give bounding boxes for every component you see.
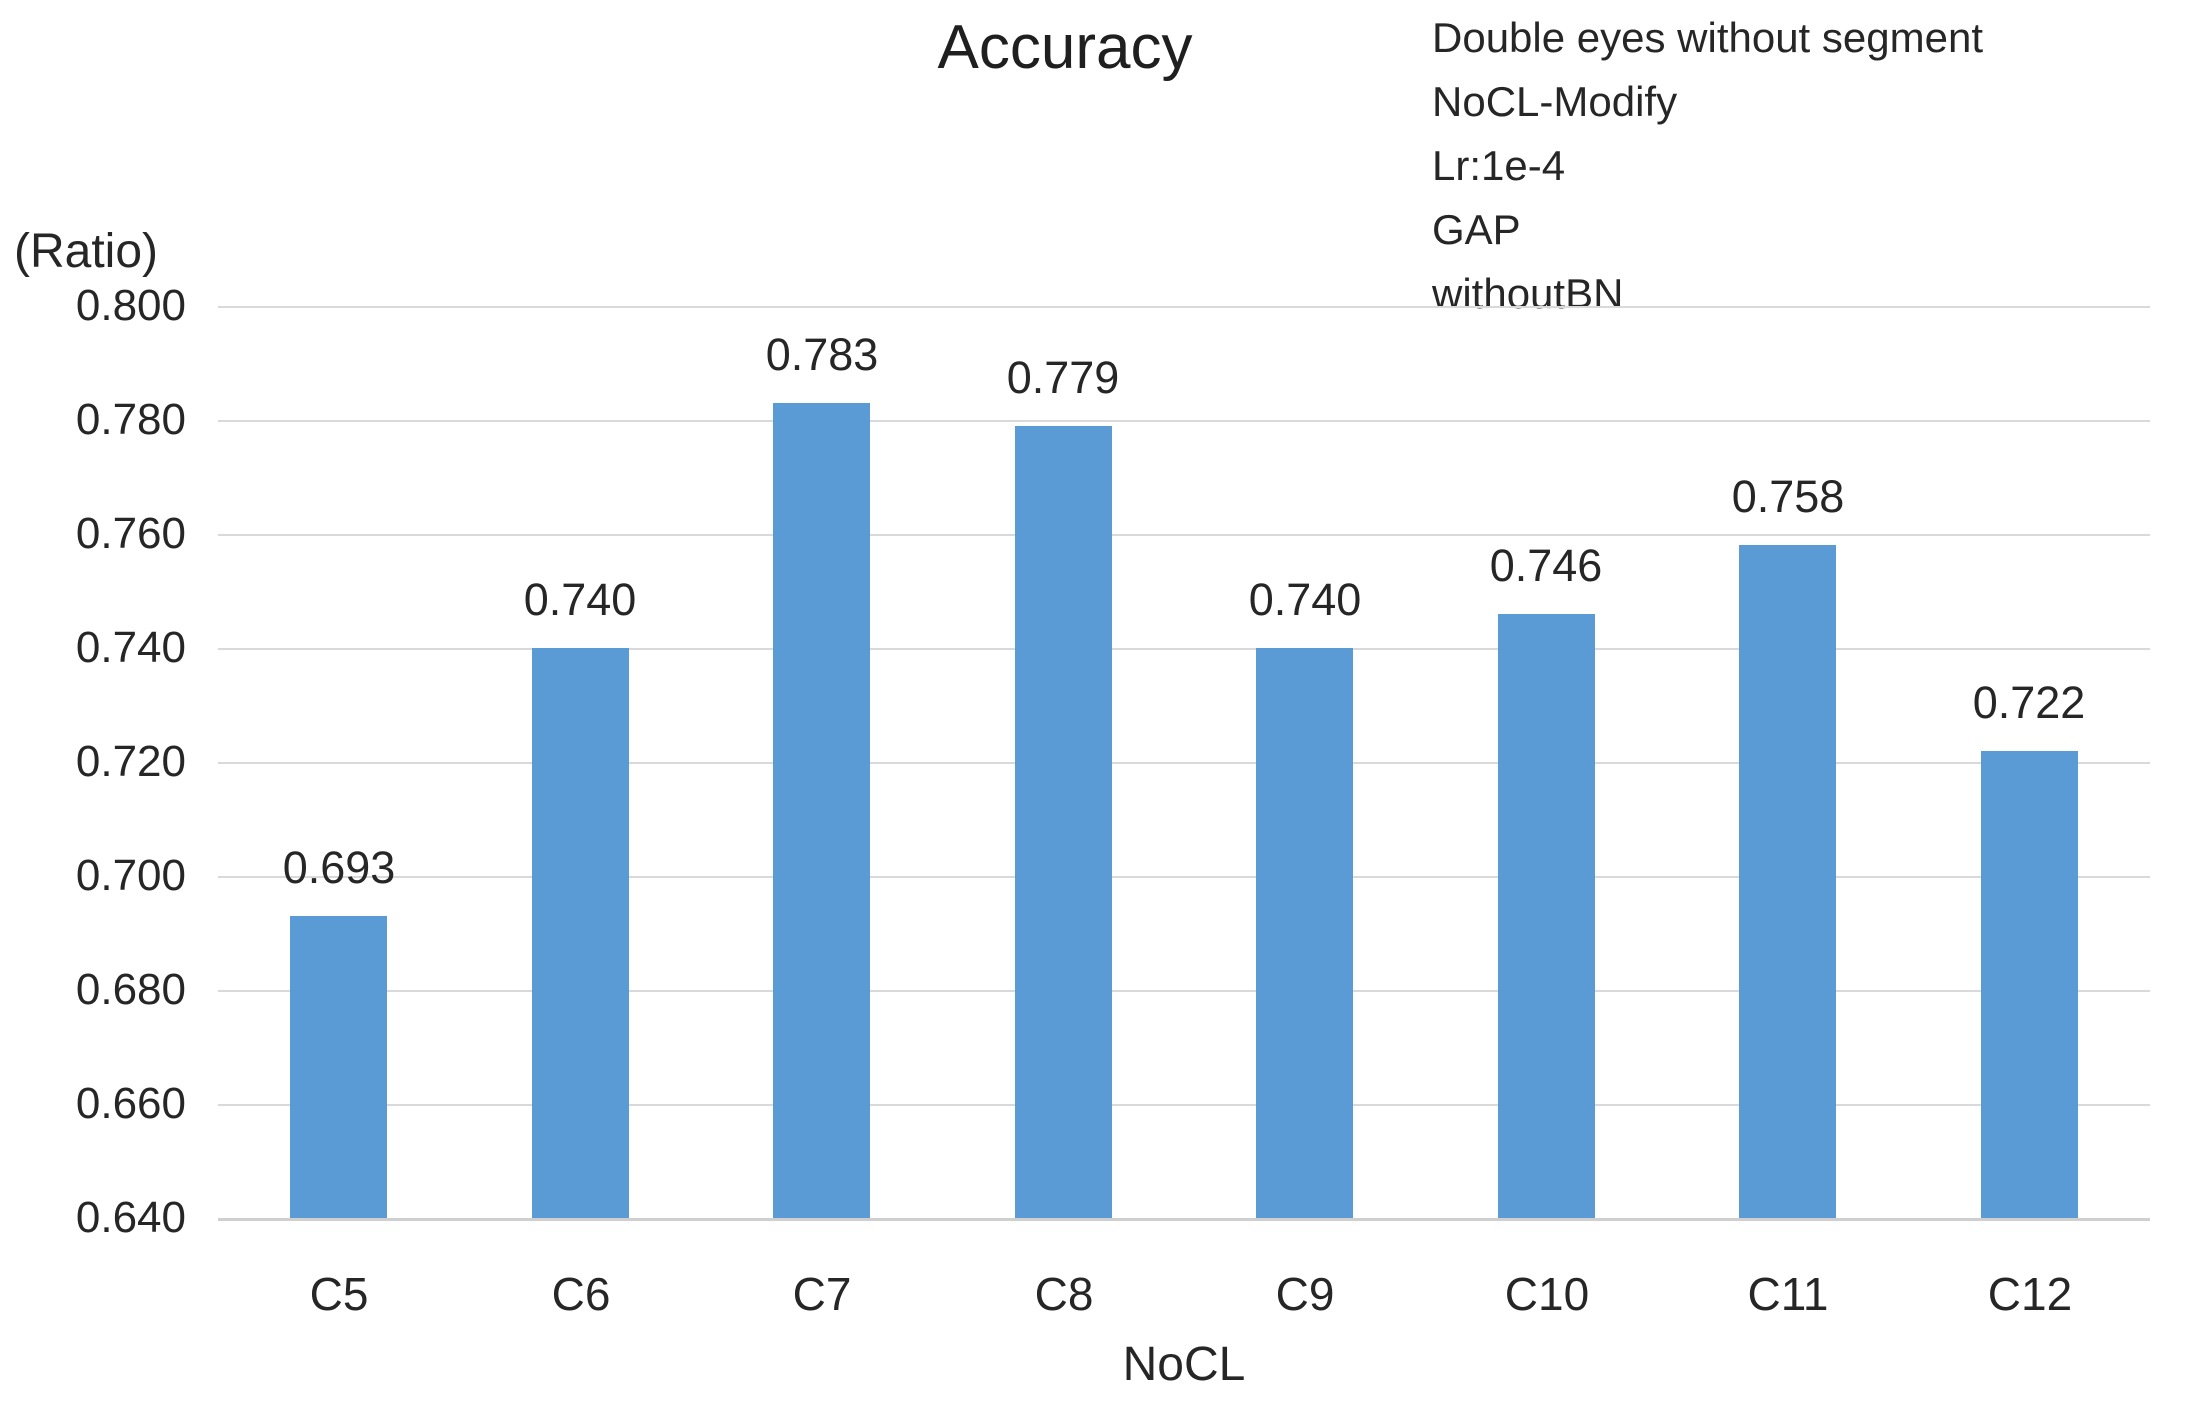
bar (1498, 614, 1595, 1218)
bar (532, 648, 629, 1218)
bar (1739, 545, 1836, 1218)
x-tick-label: C8 (1034, 1268, 1094, 1320)
y-tick-label: 0.760 (75, 509, 186, 558)
y-tick-label: 0.700 (75, 851, 186, 900)
bar-value-label: 0.746 (1489, 540, 1603, 591)
bar-value-label: 0.758 (1731, 471, 1845, 522)
x-tick-label: C7 (792, 1268, 852, 1320)
bar-value-label: 0.740 (523, 574, 637, 625)
gridline (218, 534, 2150, 536)
y-tick-label: 0.660 (75, 1079, 186, 1128)
x-tick-label: C10 (1504, 1268, 1590, 1320)
y-axis-label: (Ratio) (14, 225, 159, 278)
y-tick-label: 0.720 (75, 737, 186, 786)
bar (773, 403, 870, 1218)
x-tick-label: C6 (551, 1268, 611, 1320)
gridline (218, 1104, 2150, 1106)
bar-value-label: 0.693 (282, 842, 396, 893)
y-tick-label: 0.640 (75, 1193, 186, 1242)
gridline (218, 306, 2150, 308)
gridline (218, 876, 2150, 878)
bar-value-label: 0.722 (1972, 677, 2086, 728)
bar (1015, 426, 1112, 1218)
y-tick-label: 0.780 (75, 395, 186, 444)
x-tick-label: C11 (1747, 1268, 1829, 1320)
bar-value-label: 0.779 (1006, 352, 1120, 403)
annotation-line: withoutBN (1432, 270, 1624, 317)
gridline (218, 1218, 2150, 1221)
gridline (218, 990, 2150, 992)
y-tick-label: 0.680 (75, 965, 186, 1014)
bar (1256, 648, 1353, 1218)
bar (1981, 751, 2078, 1218)
chart-title: Accuracy (937, 13, 1193, 82)
annotation-line: Double eyes without segment (1432, 14, 1983, 61)
y-tick-label: 0.740 (75, 623, 186, 672)
gridline (218, 420, 2150, 422)
gridline (218, 762, 2150, 764)
annotation-line: NoCL-Modify (1432, 78, 1678, 125)
annotation-line: Lr:1e-4 (1432, 142, 1566, 189)
y-tick-label: 0.800 (75, 281, 186, 330)
annotation-block: Double eyes without segment NoCL-Modify … (1432, 6, 1983, 326)
x-tick-label: C12 (1987, 1268, 2073, 1320)
bar-value-label: 0.740 (1248, 574, 1362, 625)
x-axis-label: NoCL (1122, 1338, 1246, 1391)
bar (290, 916, 387, 1218)
x-tick-label: C9 (1275, 1268, 1335, 1320)
bar-value-label: 0.783 (765, 329, 879, 380)
gridline (218, 648, 2150, 650)
x-tick-label: C5 (309, 1268, 369, 1320)
annotation-line: GAP (1432, 206, 1521, 253)
